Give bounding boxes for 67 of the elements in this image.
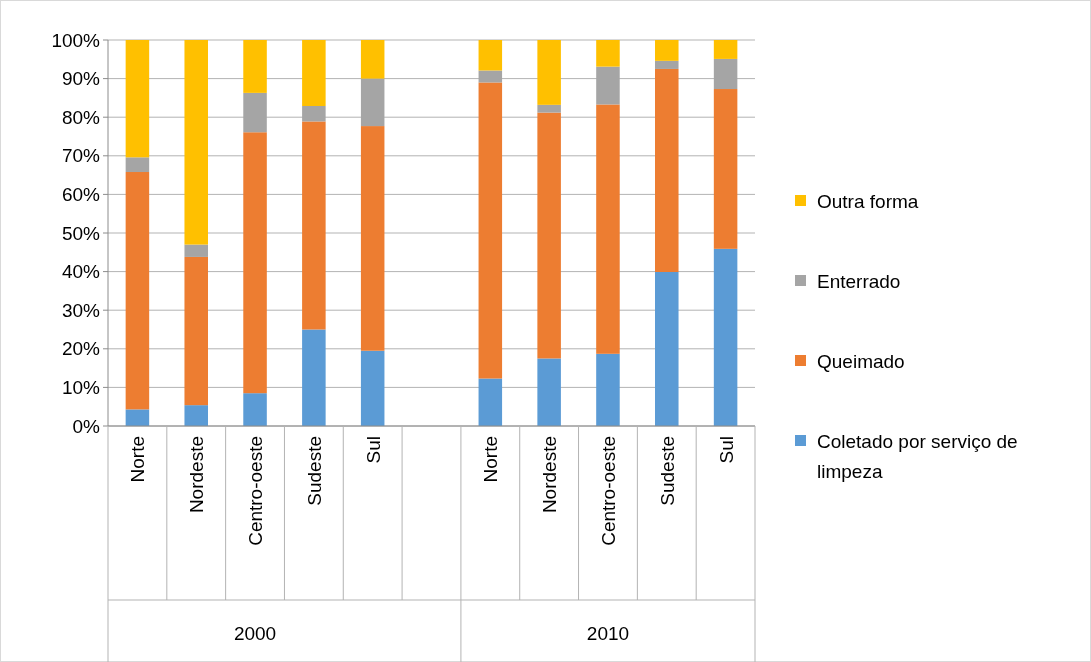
bar [537, 112, 561, 359]
bar [713, 58, 738, 90]
bar [184, 405, 208, 426]
bar [596, 353, 620, 426]
bar [184, 244, 208, 257]
x-tick-label: Norte [480, 436, 502, 483]
bar [596, 104, 620, 354]
bar [302, 40, 326, 107]
bar [537, 104, 561, 113]
bar [713, 89, 738, 249]
bar [125, 40, 150, 158]
bar [655, 68, 679, 272]
bar [655, 40, 679, 61]
y-tick-label: 100% [51, 29, 101, 51]
bar [713, 248, 738, 426]
bar [360, 126, 385, 351]
bar [360, 350, 385, 426]
legend-label: Enterrado [817, 270, 901, 292]
bar [302, 121, 326, 330]
bar [360, 78, 385, 127]
y-tick-label: 40% [61, 261, 101, 283]
bar [243, 40, 267, 93]
bar [655, 60, 679, 69]
legend-label: Outra forma [817, 190, 919, 212]
bar [655, 271, 679, 426]
x-tick-label: Norte [127, 436, 149, 483]
x-tick-label: Sudeste [656, 436, 678, 506]
y-tick-label: 20% [61, 338, 101, 360]
x-tick-label: Nordeste [186, 436, 208, 514]
y-tick-label: 70% [61, 145, 101, 167]
bar [125, 157, 150, 173]
y-tick-label: 80% [61, 106, 101, 128]
bar [125, 409, 150, 426]
bar [596, 66, 620, 105]
x-tick-label: Sudeste [303, 436, 325, 506]
y-tick-label: 60% [61, 184, 101, 206]
bar [243, 92, 267, 133]
bar [125, 172, 150, 410]
bar [537, 358, 561, 426]
bar [243, 132, 267, 394]
bar [302, 106, 326, 122]
bar [478, 70, 503, 83]
bar [243, 393, 267, 426]
bar [478, 82, 503, 379]
bar [478, 378, 503, 426]
x-tick-label: Nordeste [539, 436, 561, 514]
legend-label: Queimado [817, 350, 905, 372]
bar [596, 40, 620, 67]
x-tick-label: Centro-oeste [597, 436, 619, 546]
text: 2010 [586, 623, 630, 644]
bar [184, 256, 208, 406]
x-tick-label: Sul [715, 436, 737, 464]
x-tick-label: Centro-oeste [245, 436, 267, 546]
text: 2000 [233, 623, 277, 644]
bar [713, 40, 738, 59]
legend-label: Coletado por serviço de limpeza [817, 430, 1018, 483]
y-tick-label: 30% [61, 299, 101, 321]
y-tick-label: 90% [61, 68, 101, 90]
bar [360, 40, 385, 79]
x-tick-label: Sul [362, 436, 384, 464]
bar [537, 40, 561, 105]
y-tick-label: 10% [61, 377, 101, 399]
bar [478, 40, 503, 71]
y-tick-label: 50% [61, 222, 101, 244]
bar [184, 40, 208, 245]
y-tick-label: 0% [72, 415, 101, 437]
bar [302, 329, 326, 426]
